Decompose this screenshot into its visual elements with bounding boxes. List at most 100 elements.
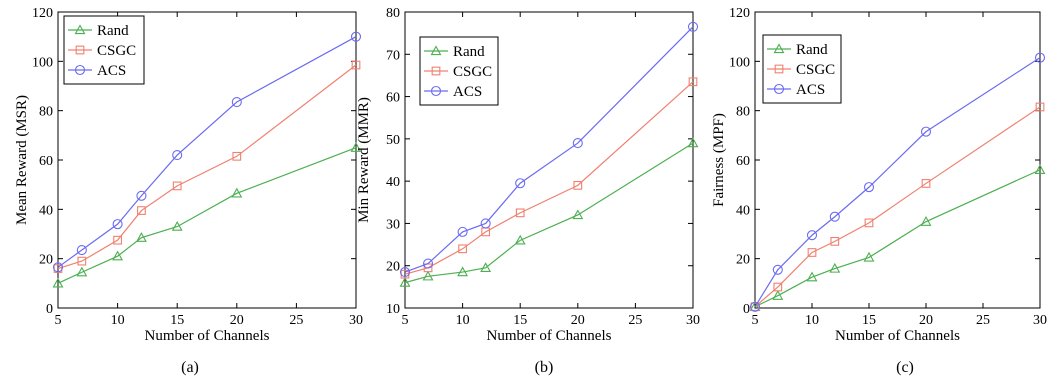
data-point: [457, 226, 468, 237]
plot-frame: [404, 11, 694, 309]
y-tick-label: 30: [386, 217, 400, 232]
data-point: [351, 60, 361, 70]
data-point: [688, 77, 698, 87]
series-line: [57, 36, 357, 268]
x-tick-label: 5: [55, 313, 62, 328]
legend-marker: [430, 45, 442, 56]
series-rand: [52, 142, 362, 288]
panel-caption: (a): [181, 359, 199, 376]
y-tick-label: 60: [39, 154, 53, 169]
x-tick-label: 10: [805, 313, 819, 328]
y-tick-label: 40: [39, 203, 53, 218]
panel-caption: (b): [535, 359, 554, 376]
data-point: [772, 264, 783, 275]
data-point: [807, 248, 817, 257]
data-point: [830, 237, 840, 246]
data-point: [863, 251, 875, 262]
legend-marker: [74, 64, 86, 76]
data-point: [863, 182, 875, 193]
series-line: [754, 169, 1041, 308]
legend-label: CSGC: [97, 43, 136, 59]
series-acs: [749, 52, 1046, 312]
y-tick-label: 100: [729, 55, 750, 70]
data-point: [458, 244, 467, 254]
data-point: [112, 219, 123, 230]
x-tick-label: 20: [230, 313, 244, 328]
data-point: [572, 209, 584, 220]
data-point: [806, 271, 818, 282]
data-point: [399, 276, 411, 287]
data-point: [773, 282, 783, 292]
series-rand: [749, 164, 1046, 311]
legend-label: Rand: [453, 44, 485, 60]
data-point: [772, 290, 784, 300]
data-point: [77, 256, 87, 266]
x-tick-label: 30: [686, 313, 700, 328]
y-tick-label: 40: [386, 175, 400, 190]
data-point: [480, 262, 492, 272]
data-point: [572, 138, 583, 149]
x-tick-label: 10: [111, 313, 125, 328]
y-tick-label: 50: [386, 133, 400, 148]
legend-marker: [430, 85, 442, 97]
x-tick-label: 15: [513, 313, 527, 328]
data-point: [52, 262, 64, 273]
data-point: [573, 180, 583, 190]
data-point: [1034, 164, 1046, 175]
series-acs: [399, 21, 699, 278]
legend-label: CSGC: [453, 64, 492, 80]
data-point: [1034, 52, 1046, 63]
chart-panel-1: 5 10 15 20 25 30 0 20 40 60 80 100 120 Number of Chan…: [14, 6, 363, 376]
data-point: [687, 137, 699, 148]
y-tick-label: 10: [386, 302, 400, 317]
data-point: [750, 302, 760, 312]
data-point: [350, 142, 362, 152]
data-point: [920, 216, 932, 226]
y-tick-label: 80: [386, 6, 400, 21]
legend-label: Rand: [97, 23, 129, 39]
x-tick-label: 20: [571, 313, 585, 328]
chart-panel-3: 5 10 15 20 25 30 0 20 40 60 80 100 120 Number of Chan…: [711, 6, 1047, 376]
y-tick-label: 70: [386, 48, 400, 63]
legend-label: ACS: [453, 84, 482, 100]
data-point: [829, 262, 841, 273]
data-point: [480, 218, 491, 229]
data-point: [171, 220, 183, 231]
data-point: [112, 250, 124, 261]
y-tick-label: 40: [736, 203, 750, 218]
data-point: [231, 96, 242, 108]
legend-label: ACS: [97, 63, 126, 79]
legend-marker: [75, 45, 85, 55]
y-tick-label: 120: [32, 6, 53, 21]
data-point: [422, 258, 434, 269]
data-point: [76, 244, 87, 256]
y-tick-label: 100: [32, 55, 53, 70]
data-point: [864, 218, 874, 228]
data-point: [136, 190, 147, 201]
data-point: [806, 230, 818, 241]
series-line: [57, 64, 357, 270]
data-point: [113, 235, 122, 245]
y-axis-label: Mean Reward (MSR): [14, 95, 30, 225]
y-tick-label: 0: [743, 302, 750, 317]
x-tick-label: 30: [1033, 313, 1047, 328]
data-point: [1035, 102, 1045, 112]
legend-label: Rand: [796, 42, 828, 58]
y-tick-label: 20: [386, 260, 400, 275]
x-tick-label: 10: [456, 313, 470, 328]
legend-label: CSGC: [796, 62, 835, 78]
series-line: [754, 57, 1041, 308]
legend: Rand CSGC ACS: [419, 36, 499, 106]
y-tick-label: 80: [736, 105, 750, 120]
data-point: [232, 151, 242, 161]
y-tick-label: 20: [39, 253, 53, 268]
y-axis-label: Min Reward (MMR): [356, 97, 372, 223]
y-tick-label: 60: [736, 154, 750, 169]
x-tick-label: 30: [349, 313, 363, 328]
y-tick-label: 20: [736, 253, 750, 268]
x-tick-label: 15: [170, 313, 184, 328]
data-point: [687, 21, 699, 32]
x-tick-label: 20: [919, 313, 933, 328]
data-point: [137, 206, 146, 215]
legend-marker: [773, 43, 785, 54]
